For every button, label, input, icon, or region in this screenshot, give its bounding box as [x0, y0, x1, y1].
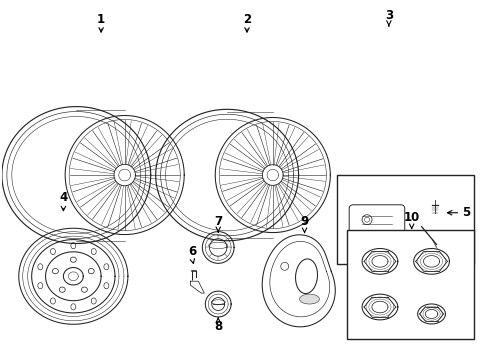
Polygon shape [191, 281, 204, 293]
Text: 5: 5 [462, 206, 470, 219]
Text: 4: 4 [59, 192, 68, 204]
Text: 6: 6 [188, 245, 196, 258]
Text: 1: 1 [97, 13, 105, 26]
Text: 7: 7 [214, 215, 222, 228]
Text: 10: 10 [404, 211, 420, 224]
Text: 9: 9 [300, 215, 309, 228]
Ellipse shape [299, 294, 319, 304]
Text: 2: 2 [243, 13, 251, 26]
Bar [347, 230, 474, 339]
Text: 3: 3 [385, 9, 393, 22]
Text: 8: 8 [214, 320, 222, 333]
Bar [337, 175, 474, 264]
